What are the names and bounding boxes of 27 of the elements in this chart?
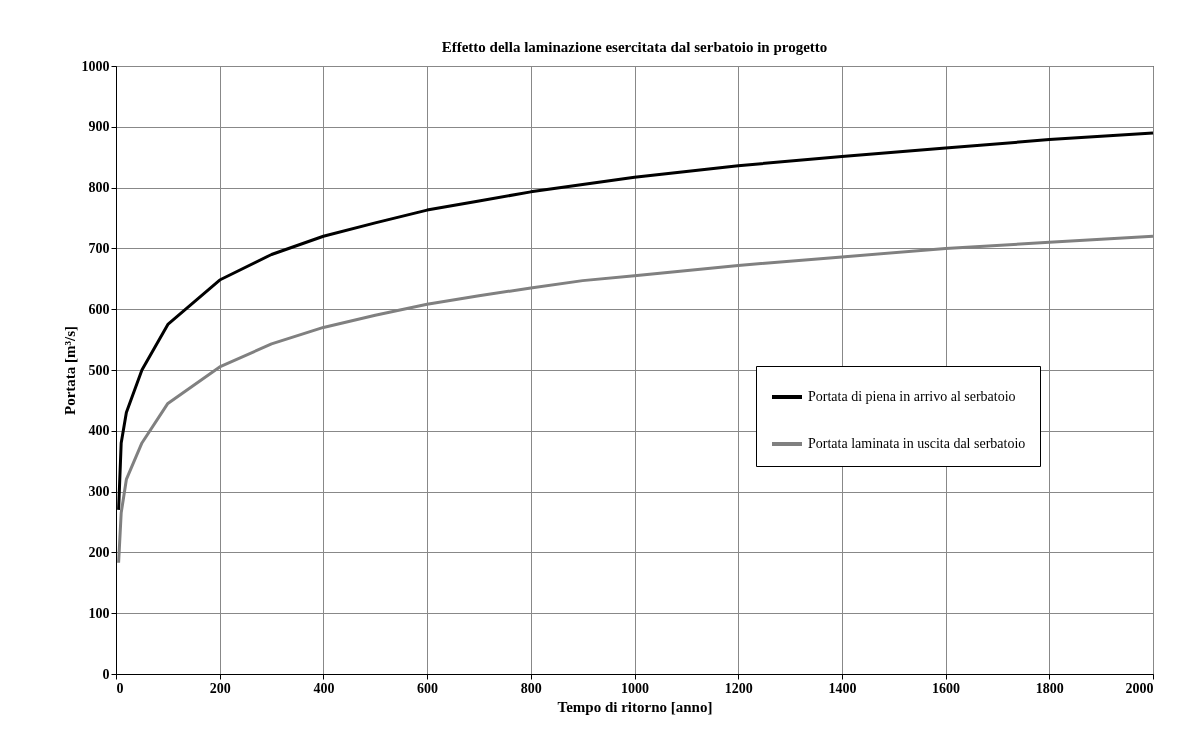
x-tick-label: 1600 (932, 680, 961, 696)
y-tick-label: 200 (88, 544, 110, 560)
y-tick-label: 100 (88, 605, 110, 621)
x-tick-label: 2000 (1125, 680, 1154, 696)
x-tick-label: 1800 (1035, 680, 1064, 696)
legend-label: Portata di piena in arrivo al serbatoio (808, 389, 1016, 404)
y-tick-label: 1000 (81, 58, 110, 74)
y-tick-label: 600 (88, 301, 110, 317)
y-tick-label: 700 (88, 240, 110, 256)
x-tick-label: 800 (520, 680, 542, 696)
x-tick-label: 200 (209, 680, 231, 696)
x-tick-label: 1200 (724, 680, 753, 696)
y-tick-label: 500 (88, 362, 110, 378)
y-tick-label: 300 (88, 484, 110, 500)
y-tick-label: 900 (88, 119, 110, 135)
x-tick-label: 400 (313, 680, 335, 696)
y-axis-title: Portata [m³/s] (61, 325, 78, 416)
x-tick-label: 600 (417, 680, 439, 696)
x-tick-label: 1000 (621, 680, 649, 696)
x-tick-label: 0 (116, 680, 124, 696)
y-tick-label: 800 (88, 180, 110, 196)
legend-label: Portata laminata in uscita dal serbatoio (808, 436, 1026, 451)
y-tick-label: 400 (88, 423, 110, 439)
x-tick-label: 1400 (828, 680, 857, 696)
y-tick-label: 0 (102, 666, 110, 682)
x-axis-title: Tempo di ritorno [anno] (557, 698, 713, 715)
chart-title: Effetto della laminazione esercitata dal serbatoio in progetto (441, 39, 828, 55)
